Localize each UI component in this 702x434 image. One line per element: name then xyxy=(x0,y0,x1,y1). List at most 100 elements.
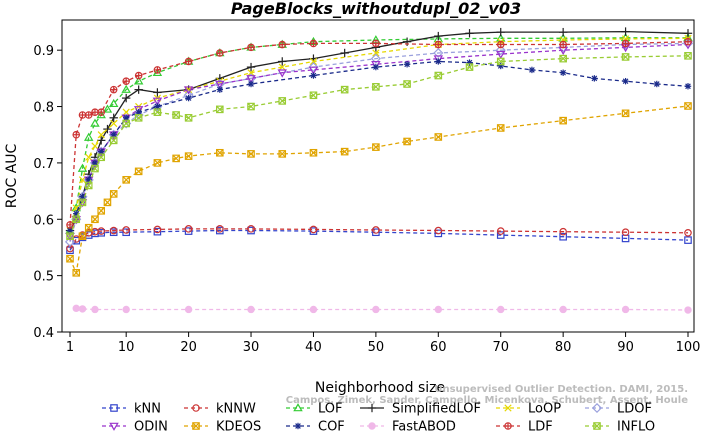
legend-label: LOF xyxy=(318,402,343,417)
legend-item-kdeos: KDEOS xyxy=(184,420,261,434)
data-point xyxy=(122,114,130,122)
data-point xyxy=(621,53,630,61)
data-point xyxy=(247,225,255,233)
data-point xyxy=(152,97,163,106)
legend-label: kNN xyxy=(134,402,161,417)
data-point xyxy=(559,54,567,63)
data-point xyxy=(133,109,144,121)
data-point xyxy=(91,164,99,173)
data-point xyxy=(153,159,162,167)
legend-label: KDEOS xyxy=(216,420,261,434)
data-point xyxy=(122,119,130,128)
data-point xyxy=(435,58,442,65)
data-point xyxy=(309,57,318,66)
data-point xyxy=(434,305,443,314)
data-point xyxy=(340,147,349,156)
x-tick-label: 50 xyxy=(368,340,385,355)
data-point xyxy=(122,176,130,184)
data-point xyxy=(134,85,143,94)
data-point xyxy=(78,232,87,240)
data-point xyxy=(434,133,443,141)
x-tick-label: 10 xyxy=(118,340,135,355)
data-point xyxy=(558,27,568,37)
series-line-fastabod xyxy=(76,307,689,311)
series-layer xyxy=(64,27,694,314)
x-tick-label: 30 xyxy=(243,340,260,355)
x-tick-label: 100 xyxy=(676,340,701,355)
data-point xyxy=(78,305,87,313)
data-point xyxy=(78,198,87,207)
data-point xyxy=(153,66,162,74)
data-point xyxy=(247,43,255,52)
data-point xyxy=(495,50,506,60)
data-point xyxy=(184,305,193,314)
legend-marker xyxy=(504,422,512,430)
data-point xyxy=(91,305,99,314)
data-point xyxy=(78,111,87,119)
data-point xyxy=(684,37,692,46)
data-point xyxy=(72,204,80,212)
data-point xyxy=(122,305,130,314)
data-point xyxy=(465,29,474,38)
data-point xyxy=(496,40,505,49)
series-fastabod xyxy=(72,304,692,314)
legend-marker xyxy=(593,422,601,430)
data-point xyxy=(591,75,598,82)
series-line-ldof xyxy=(69,42,689,242)
data-point xyxy=(109,190,118,198)
data-point xyxy=(216,148,224,157)
legend-marker xyxy=(192,422,200,430)
data-point xyxy=(216,105,224,114)
credit-line-1: Unsupervised Outlier Detection. DAMI, 20… xyxy=(434,384,688,395)
data-point xyxy=(309,148,318,157)
data-point xyxy=(403,80,411,88)
legend: kNN kNNW LOF SimplifiedLOF LoOP LDOF ODIN KDEOS… xyxy=(102,402,655,434)
data-point xyxy=(247,69,255,77)
data-point xyxy=(72,269,81,277)
data-point xyxy=(91,215,99,224)
data-point xyxy=(108,98,119,108)
data-point xyxy=(184,152,193,160)
data-point xyxy=(621,109,630,118)
data-point xyxy=(133,76,144,85)
data-point xyxy=(134,114,143,122)
data-point xyxy=(97,153,106,162)
legend-marker xyxy=(293,403,303,412)
data-point xyxy=(85,153,93,161)
x-tick-label: 90 xyxy=(617,340,634,355)
legend-marker xyxy=(504,404,512,412)
data-point xyxy=(66,232,74,240)
data-point xyxy=(653,80,660,88)
data-point xyxy=(91,142,99,150)
data-point xyxy=(215,80,225,89)
legend-item-cof: COF xyxy=(286,420,345,434)
data-point xyxy=(122,228,130,237)
legend-item-knnw: kNNW xyxy=(184,402,256,417)
data-point xyxy=(372,143,380,151)
data-point xyxy=(109,85,118,94)
data-point xyxy=(403,137,411,146)
data-point xyxy=(184,225,193,233)
data-point xyxy=(277,69,287,78)
data-point xyxy=(621,27,630,36)
data-point xyxy=(110,131,117,138)
legend-marker xyxy=(192,404,200,412)
data-point xyxy=(216,225,224,233)
series-inflo xyxy=(66,52,692,240)
data-point xyxy=(528,66,536,74)
data-point xyxy=(72,215,81,224)
data-point xyxy=(183,86,194,95)
x-tick-label: 20 xyxy=(180,340,197,355)
data-point xyxy=(310,72,317,79)
data-point xyxy=(153,88,162,97)
data-point xyxy=(496,231,505,239)
data-point xyxy=(621,228,630,237)
series-line-knnw xyxy=(69,228,689,249)
data-point xyxy=(153,227,162,236)
data-point xyxy=(340,48,349,58)
data-point xyxy=(216,49,224,57)
data-point xyxy=(559,305,567,314)
data-point xyxy=(496,124,505,132)
data-point xyxy=(246,75,256,84)
y-axis: 0.4 0.5 0.6 0.7 0.8 0.9 xyxy=(33,44,62,341)
